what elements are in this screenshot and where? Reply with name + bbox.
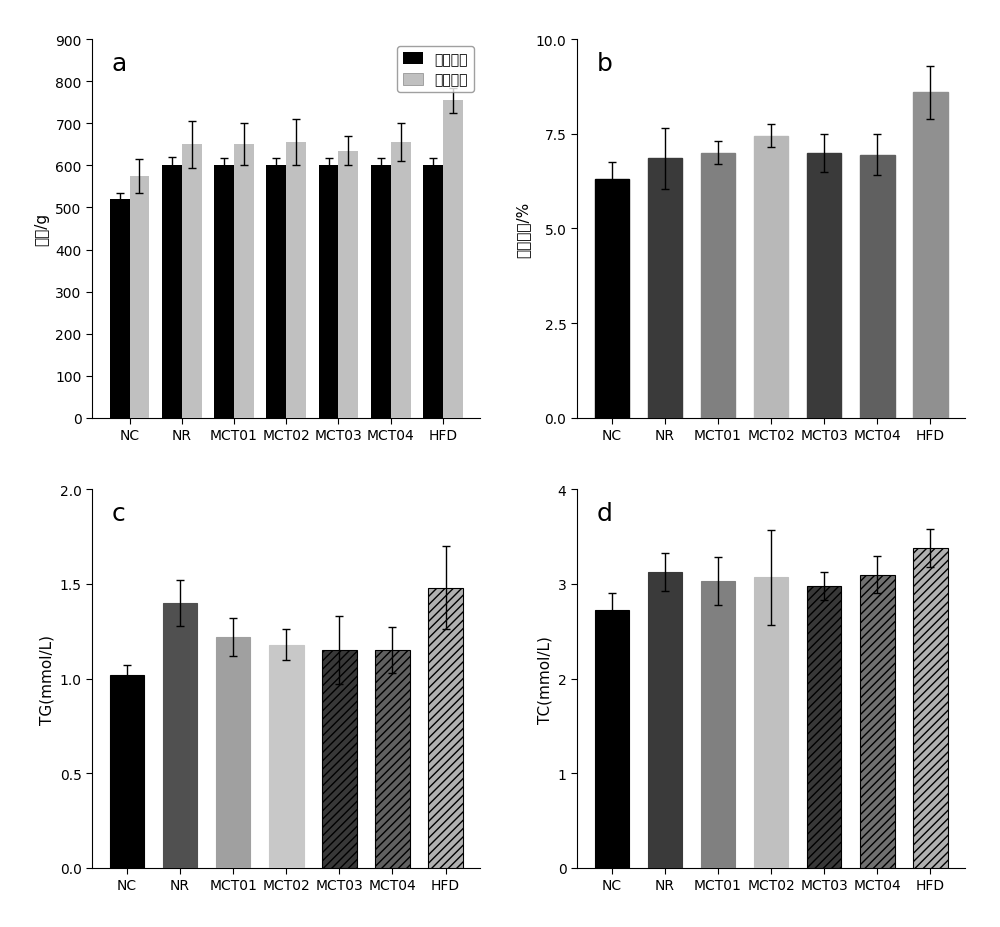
Bar [338, 151, 358, 418]
Text: c: c [111, 502, 125, 525]
Legend: 初始体重, 最终体重: 初始体重, 最终体重 [397, 47, 474, 93]
Bar [234, 146, 254, 418]
Bar [371, 166, 391, 418]
Bar [214, 166, 234, 418]
Bar [701, 154, 735, 418]
Bar [701, 581, 735, 868]
Bar [443, 101, 463, 418]
Bar [648, 159, 682, 418]
Bar [319, 166, 338, 418]
Bar [860, 575, 895, 868]
Bar [754, 578, 788, 868]
Bar [913, 549, 948, 868]
Bar [162, 166, 182, 418]
Bar [391, 143, 411, 418]
Y-axis label: TG(mmol/L): TG(mmol/L) [39, 634, 54, 724]
Text: a: a [111, 52, 127, 75]
Bar [807, 586, 841, 868]
Bar [807, 154, 841, 418]
Bar [110, 200, 130, 418]
Bar [322, 651, 357, 868]
Bar [595, 611, 629, 868]
Bar [130, 177, 149, 418]
Bar [595, 180, 629, 418]
Bar [428, 588, 463, 868]
Bar [648, 572, 682, 868]
Y-axis label: 体重/g: 体重/g [35, 212, 50, 246]
Bar [286, 143, 306, 418]
Bar [860, 156, 895, 418]
Text: b: b [596, 52, 612, 75]
Bar [375, 651, 410, 868]
Bar [266, 166, 286, 418]
Y-axis label: 脂肪系数/%: 脂肪系数/% [515, 201, 530, 258]
Bar [216, 637, 250, 868]
Bar [913, 93, 948, 418]
Bar [163, 603, 197, 868]
Text: d: d [596, 502, 612, 525]
Bar [423, 166, 443, 418]
Bar [110, 675, 144, 868]
Bar [269, 645, 304, 868]
Bar [182, 146, 202, 418]
Y-axis label: TC(mmol/L): TC(mmol/L) [537, 635, 552, 723]
Bar [754, 136, 788, 418]
